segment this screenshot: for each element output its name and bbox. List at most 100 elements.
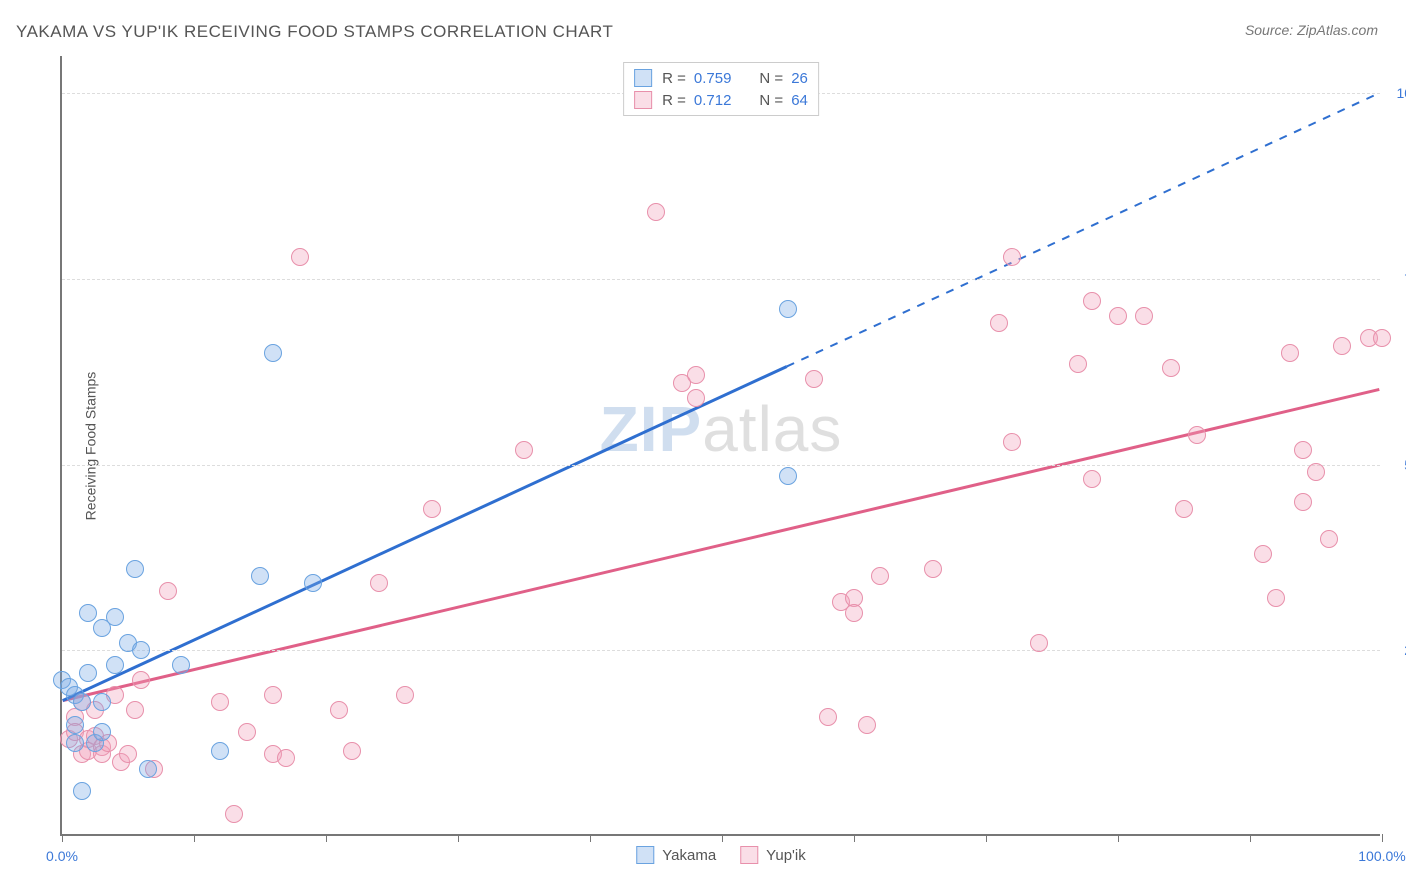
yakama-point	[779, 467, 797, 485]
yupik-point	[330, 701, 348, 719]
yupik-point	[1188, 426, 1206, 444]
chart-title: YAKAMA VS YUP'IK RECEIVING FOOD STAMPS C…	[16, 22, 613, 42]
stats-legend: R = 0.759 N = 26 R = 0.712 N = 64	[623, 62, 819, 116]
yupik-point	[1109, 307, 1127, 325]
legend-label-yupik: Yup'ik	[766, 847, 806, 864]
yupik-point	[291, 248, 309, 266]
yakama-point	[66, 734, 84, 752]
x-tick	[458, 834, 459, 842]
watermark-part2: atlas	[702, 393, 842, 465]
stat-n-yupik: 64	[791, 92, 808, 109]
yakama-point	[779, 300, 797, 318]
legend-item-yakama: Yakama	[636, 846, 716, 864]
yupik-point	[370, 574, 388, 592]
y-tick-label: 100.0%	[1384, 85, 1406, 101]
swatch-yakama	[636, 846, 654, 864]
yakama-point	[106, 608, 124, 626]
yupik-point	[1267, 589, 1285, 607]
yupik-point	[225, 805, 243, 823]
yupik-point	[211, 693, 229, 711]
yakama-point	[73, 693, 91, 711]
x-tick-label-left: 0.0%	[46, 848, 78, 864]
yakama-point	[132, 641, 150, 659]
yupik-point	[805, 370, 823, 388]
yupik-point	[1135, 307, 1153, 325]
x-tick	[1250, 834, 1251, 842]
x-tick	[722, 834, 723, 842]
yakama-point	[73, 782, 91, 800]
yupik-point	[819, 708, 837, 726]
yakama-point	[211, 742, 229, 760]
stat-label-r: R =	[662, 70, 686, 87]
yupik-point	[990, 314, 1008, 332]
yupik-point	[1083, 470, 1101, 488]
series-legend: Yakama Yup'ik	[636, 846, 805, 864]
yupik-point	[1320, 530, 1338, 548]
yupik-point	[1175, 500, 1193, 518]
plot-area: ZIPatlas R = 0.759 N = 26 R = 0.712 N = …	[60, 56, 1380, 836]
stat-label-r: R =	[662, 92, 686, 109]
stats-row-yupik: R = 0.712 N = 64	[634, 89, 808, 111]
yupik-point	[924, 560, 942, 578]
yupik-point	[1083, 292, 1101, 310]
regression-lines-layer	[62, 56, 1380, 834]
legend-item-yupik: Yup'ik	[740, 846, 806, 864]
yupik-point	[1003, 433, 1021, 451]
yupik-point	[687, 389, 705, 407]
yakama-point	[106, 656, 124, 674]
yupik-point	[264, 686, 282, 704]
x-tick	[1118, 834, 1119, 842]
yakama-point	[126, 560, 144, 578]
stat-r-yupik: 0.712	[694, 92, 732, 109]
yupik-point	[159, 582, 177, 600]
x-tick	[326, 834, 327, 842]
stat-r-yakama: 0.759	[694, 70, 732, 87]
y-tick-label: 50.0%	[1384, 457, 1406, 473]
yupik-point	[126, 701, 144, 719]
x-tick	[194, 834, 195, 842]
yupik-point	[1069, 355, 1087, 373]
x-tick	[590, 834, 591, 842]
gridline	[62, 465, 1380, 466]
swatch-yupik	[634, 91, 652, 109]
yupik-point	[1294, 493, 1312, 511]
yupik-point	[132, 671, 150, 689]
yakama-point	[304, 574, 322, 592]
yupik-point	[119, 745, 137, 763]
x-tick	[1382, 834, 1383, 842]
stat-label-n: N =	[759, 92, 783, 109]
yupik-point	[687, 366, 705, 384]
yupik-point	[1003, 248, 1021, 266]
yakama-point	[93, 693, 111, 711]
yupik-point	[647, 203, 665, 221]
yupik-point	[396, 686, 414, 704]
yupik-point	[1162, 359, 1180, 377]
gridline	[62, 650, 1380, 651]
yupik-point	[1307, 463, 1325, 481]
x-tick	[62, 834, 63, 842]
yupik-point	[1294, 441, 1312, 459]
stats-row-yakama: R = 0.759 N = 26	[634, 67, 808, 89]
yupik-point	[871, 567, 889, 585]
stat-label-n: N =	[759, 70, 783, 87]
x-tick	[986, 834, 987, 842]
swatch-yakama	[634, 69, 652, 87]
yupik-point	[238, 723, 256, 741]
x-tick	[854, 834, 855, 842]
yupik-point	[1030, 634, 1048, 652]
y-tick-label: 25.0%	[1384, 642, 1406, 658]
watermark: ZIPatlas	[600, 392, 843, 466]
y-tick-label: 75.0%	[1384, 271, 1406, 287]
yupik-point	[277, 749, 295, 767]
swatch-yupik	[740, 846, 758, 864]
yupik-point	[1333, 337, 1351, 355]
yupik-point	[515, 441, 533, 459]
yakama-point	[79, 664, 97, 682]
source-attribution: Source: ZipAtlas.com	[1245, 22, 1378, 38]
yakama-point	[93, 723, 111, 741]
yakama-point	[66, 716, 84, 734]
yupik-regression-line	[63, 389, 1380, 700]
yupik-point	[858, 716, 876, 734]
yakama-point	[172, 656, 190, 674]
yakama-point	[264, 344, 282, 362]
